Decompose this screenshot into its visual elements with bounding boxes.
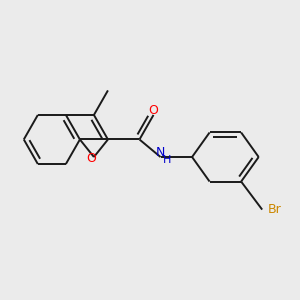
Text: Br: Br	[267, 203, 281, 216]
Text: O: O	[148, 104, 158, 117]
Text: H: H	[163, 155, 171, 165]
Text: N: N	[156, 146, 165, 159]
Text: O: O	[86, 152, 96, 165]
